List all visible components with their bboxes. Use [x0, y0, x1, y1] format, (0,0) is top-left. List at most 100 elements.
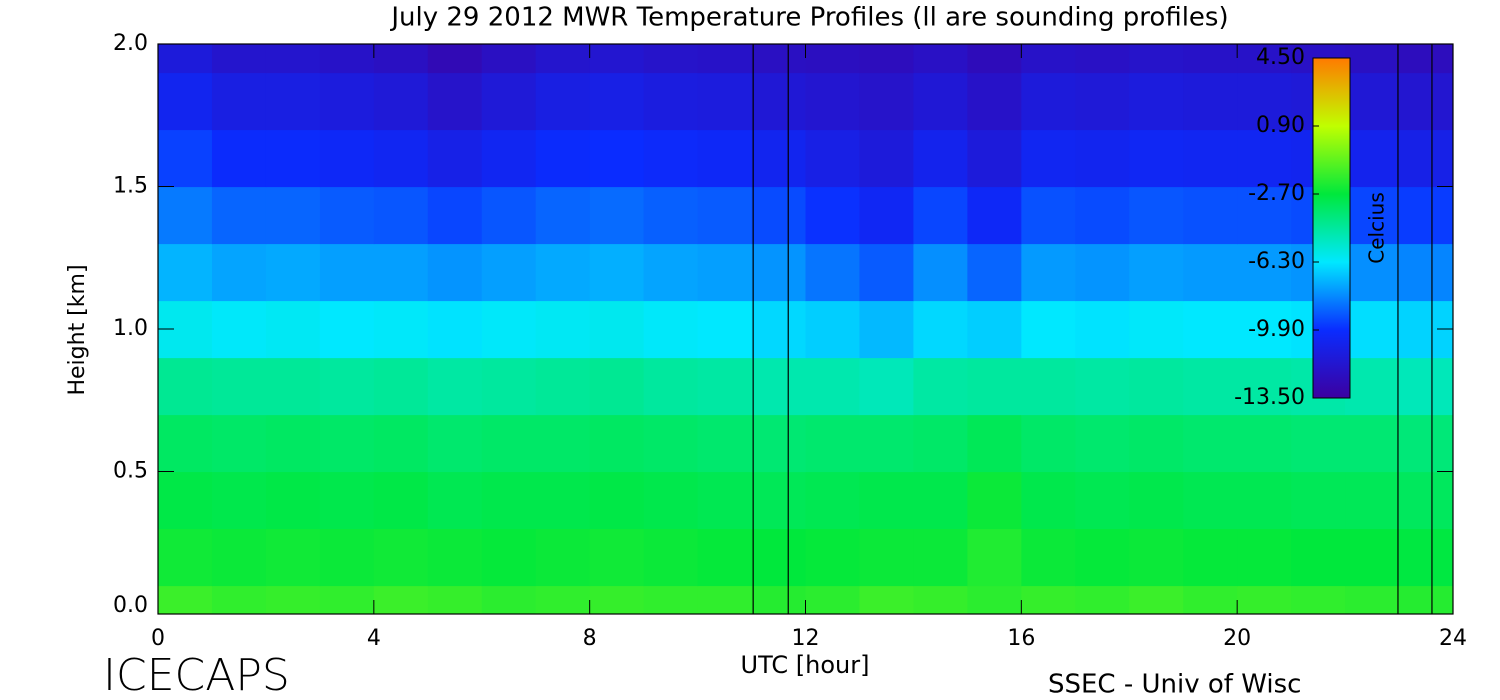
heat-cell	[1129, 471, 1184, 530]
heat-cell	[589, 129, 645, 188]
heat-cell	[211, 72, 267, 131]
heat-cell	[1291, 471, 1346, 530]
heat-cell	[643, 72, 699, 131]
heat-cell	[589, 243, 645, 302]
footer-right: SSEC - Univ of Wisc	[1048, 670, 1301, 700]
heat-cell	[1237, 186, 1292, 245]
heat-cell	[1237, 243, 1292, 302]
heat-cell	[859, 44, 915, 74]
heat-cell	[1345, 585, 1400, 614]
heat-cell	[265, 186, 321, 245]
heat-cell	[589, 300, 645, 359]
heat-cell	[805, 300, 861, 359]
heat-cell	[1345, 471, 1400, 530]
heat-cell	[373, 528, 429, 587]
x-tick-label: 24	[1439, 626, 1467, 651]
heat-cell	[697, 243, 753, 302]
heat-cell	[805, 585, 861, 614]
heat-cell	[913, 186, 968, 245]
heat-cell	[751, 585, 807, 614]
heat-cell	[535, 72, 591, 131]
heat-cell	[697, 528, 753, 587]
heat-cell	[1075, 471, 1130, 530]
heat-cell	[751, 129, 807, 188]
heat-cell	[427, 243, 483, 302]
heat-cell	[1399, 357, 1453, 416]
heat-cell	[158, 129, 213, 188]
heat-cell	[1183, 72, 1238, 131]
heat-cell	[1075, 129, 1130, 188]
heat-cell	[859, 528, 915, 587]
heat-cell	[265, 414, 321, 473]
heat-cell	[805, 243, 861, 302]
heat-cell	[427, 357, 483, 416]
heat-cell	[265, 528, 321, 587]
heat-cell	[643, 528, 699, 587]
heat-cell	[265, 471, 321, 530]
heat-cell	[373, 357, 429, 416]
heat-cell	[481, 300, 537, 359]
colorbar-tick-label: 4.50	[1256, 45, 1305, 70]
heat-cell	[805, 357, 861, 416]
heat-cell	[535, 243, 591, 302]
heat-cell	[211, 44, 267, 74]
heat-cell	[427, 585, 483, 614]
heat-cell	[913, 471, 968, 530]
heat-cell	[967, 186, 1022, 245]
heat-cell	[859, 414, 915, 473]
heat-cell	[265, 300, 321, 359]
heat-cell	[697, 471, 753, 530]
heat-cell	[805, 471, 861, 530]
heat-cell	[481, 129, 537, 188]
heat-cell	[535, 471, 591, 530]
colorbar	[1312, 57, 1351, 399]
heat-cell	[1129, 585, 1184, 614]
heat-cell	[1183, 471, 1238, 530]
heat-cell	[1183, 44, 1238, 74]
heat-cell	[697, 186, 753, 245]
heat-cell	[1129, 44, 1184, 74]
heat-cell	[319, 129, 375, 188]
heat-cell	[1291, 528, 1346, 587]
heat-cell	[751, 357, 807, 416]
heat-cell	[805, 528, 861, 587]
heat-cell	[1021, 186, 1076, 245]
y-tick-label: 0.5	[113, 459, 148, 484]
heat-cell	[1183, 357, 1238, 416]
heat-cell	[589, 414, 645, 473]
heat-cell	[1129, 528, 1184, 587]
x-tick-label: 20	[1223, 626, 1251, 651]
heat-cell	[1021, 44, 1076, 74]
heat-cell	[859, 186, 915, 245]
heat-cell	[913, 72, 968, 131]
heat-cell	[265, 72, 321, 131]
heat-cell	[913, 243, 968, 302]
heat-cell	[1075, 243, 1130, 302]
heat-cell	[211, 129, 267, 188]
heat-cell	[805, 186, 861, 245]
heat-cell	[1237, 471, 1292, 530]
heat-cell	[1237, 585, 1292, 614]
heat-cell	[319, 414, 375, 473]
heat-cell	[319, 186, 375, 245]
heat-cell	[1237, 129, 1292, 188]
y-tick-label: 0.0	[113, 593, 148, 618]
heat-cell	[751, 300, 807, 359]
x-tick-label: 16	[1007, 626, 1035, 651]
heat-cell	[1237, 44, 1292, 74]
heat-cell	[1399, 585, 1453, 614]
heat-cell	[589, 72, 645, 131]
heat-cell	[211, 414, 267, 473]
heat-cell	[1075, 300, 1130, 359]
heat-cell	[1345, 414, 1400, 473]
heat-cell	[1021, 357, 1076, 416]
y-tick-label: 1.0	[113, 316, 148, 341]
heat-cell	[1021, 72, 1076, 131]
heat-cell	[751, 414, 807, 473]
heat-cell	[1237, 357, 1292, 416]
heat-cell	[158, 243, 213, 302]
heat-cell	[1075, 528, 1130, 587]
heat-cell	[967, 528, 1022, 587]
heat-cell	[1075, 72, 1130, 131]
colorbar-tick-label: -13.50	[1234, 385, 1305, 410]
